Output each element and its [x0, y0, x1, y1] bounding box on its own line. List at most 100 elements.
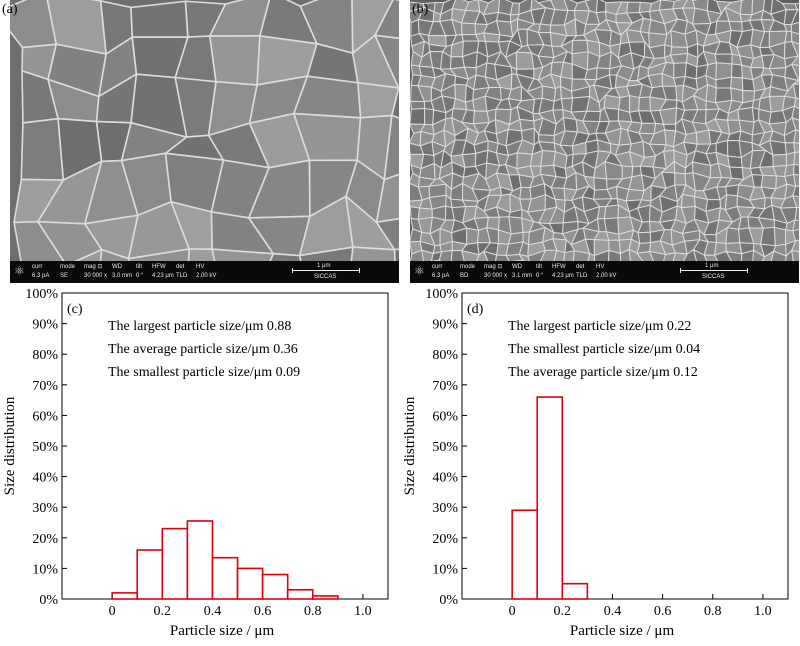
grain-texture-coarse — [10, 0, 399, 261]
x-tick-label: 0.4 — [204, 604, 222, 619]
y-tick-label: 50% — [32, 440, 58, 455]
histogram-bar — [137, 550, 162, 599]
x-tick-label: 0.4 — [604, 604, 622, 619]
scale-bar-b — [680, 270, 748, 271]
chart-annotation: The smallest particle size/μm 0.04 — [508, 342, 700, 357]
x-tick-label: 0.8 — [304, 604, 322, 619]
chart-annotation: The largest particle size/μm 0.88 — [108, 319, 291, 334]
sem-field-value: SE — [60, 272, 68, 280]
sem-field-value: BD — [460, 272, 468, 280]
histogram-bar — [537, 397, 562, 599]
x-tick-label: 1.0 — [354, 604, 372, 619]
panel-letter: (c) — [67, 302, 83, 317]
histogram-bar — [288, 590, 313, 599]
sem-field-label: tilt — [136, 263, 142, 271]
y-tick-label: 10% — [432, 562, 458, 577]
y-tick-label: 90% — [432, 318, 458, 333]
histogram-bar — [112, 593, 137, 599]
chart-annotation: The smallest particle size/μm 0.09 — [108, 365, 300, 380]
panel-letter-a: (a) — [2, 2, 18, 18]
y-axis-label: Size distribution — [402, 396, 418, 495]
chart-annotation: The largest particle size/μm 0.22 — [508, 319, 691, 334]
sem-field-value: 3.0 mm — [112, 272, 132, 280]
y-tick-label: 0% — [39, 593, 58, 608]
sem-field-value: 0 ° — [136, 272, 143, 280]
x-tick-label: 0.8 — [704, 604, 722, 619]
sem-field-label: curr — [32, 263, 42, 271]
plot-frame — [462, 293, 788, 599]
fei-logo-icon: ⚛ — [414, 264, 425, 278]
y-tick-label: 30% — [32, 501, 58, 516]
sem-field-value: 4.23 μm — [152, 272, 174, 280]
y-tick-label: 80% — [432, 348, 458, 363]
x-axis-label: Particle size / μm — [570, 623, 675, 639]
sem-field-label: det — [576, 263, 584, 271]
sem-field-value: 0 ° — [536, 272, 543, 280]
sem-field-label: mag ⊡ — [484, 263, 502, 271]
sem-field-label: HFW — [152, 263, 166, 271]
sem-field-value: 6.3 pA — [432, 272, 449, 280]
y-tick-label: 90% — [32, 318, 58, 333]
histogram-bar — [238, 568, 263, 599]
scale-bar-a — [292, 270, 360, 271]
sem-field-label: mag ⊡ — [84, 263, 102, 271]
y-tick-label: 100% — [425, 287, 458, 302]
sem-field-value: 4.23 μm — [552, 272, 574, 280]
sem-field-label: mode — [60, 263, 75, 271]
x-tick-label: 1.0 — [754, 604, 772, 619]
sem-field-value: 30 000 x — [484, 272, 507, 280]
org-label-b: SICCAS — [702, 273, 724, 281]
sem-field-label: det — [176, 263, 184, 271]
sem-field-value: TLD — [576, 272, 587, 280]
panel-letter-b: (b) — [412, 2, 428, 18]
sem-field-value: TLD — [176, 272, 187, 280]
sem-field-label: HFW — [552, 263, 566, 271]
y-tick-label: 70% — [32, 379, 58, 394]
chart-annotation: The average particle size/μm 0.12 — [508, 365, 698, 380]
x-tick-label: 0 — [509, 604, 516, 619]
y-tick-label: 40% — [432, 471, 458, 486]
sem-field-label: tilt — [536, 263, 542, 271]
y-tick-label: 30% — [432, 501, 458, 516]
histogram-bar — [212, 558, 237, 599]
org-label-a: SICCAS — [314, 273, 336, 281]
y-tick-label: 50% — [432, 440, 458, 455]
sem-field-label: WD — [112, 263, 122, 271]
y-axis-label: Size distribution — [2, 396, 18, 495]
x-tick-label: 0.6 — [654, 604, 672, 619]
sem-field-label: HV — [596, 263, 604, 271]
y-tick-label: 40% — [32, 471, 58, 486]
chart-annotation: The average particle size/μm 0.36 — [108, 342, 298, 357]
grain-texture-fine — [410, 0, 799, 261]
x-axis-label: Particle size / μm — [170, 623, 275, 639]
histogram-bar — [512, 510, 537, 599]
y-tick-label: 20% — [32, 532, 58, 547]
sem-field-label: curr — [432, 263, 442, 271]
y-tick-label: 60% — [432, 409, 458, 424]
x-tick-label: 0.2 — [554, 604, 572, 619]
histogram-bar — [187, 521, 212, 599]
y-tick-label: 70% — [432, 379, 458, 394]
sem-field-value: 2.00 kV — [196, 272, 216, 280]
plot-frame — [62, 293, 388, 599]
histogram-bar — [263, 575, 288, 599]
sem-field-label: WD — [512, 263, 522, 271]
scale-bar-label-a: 1 μm — [317, 262, 330, 270]
fei-logo-icon: ⚛ — [14, 264, 25, 278]
panel-letter: (d) — [467, 302, 484, 317]
y-tick-label: 10% — [32, 562, 58, 577]
histogram-bar — [313, 596, 338, 599]
sem-field-value: 6.3 pA — [32, 272, 49, 280]
y-tick-label: 20% — [432, 532, 458, 547]
x-tick-label: 0 — [109, 604, 116, 619]
histogram-bar — [162, 529, 187, 599]
x-tick-label: 0.2 — [154, 604, 172, 619]
scale-bar-label-b: 1 μm — [705, 262, 718, 270]
y-tick-label: 60% — [32, 409, 58, 424]
